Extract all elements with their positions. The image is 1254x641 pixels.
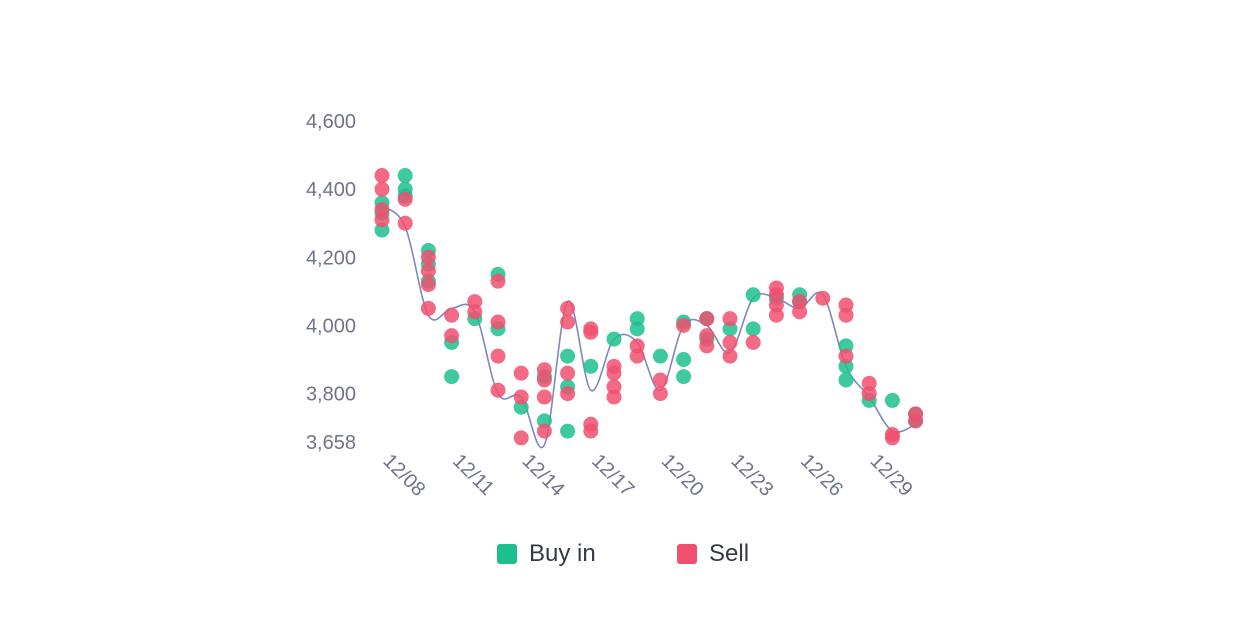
point-sell	[513, 389, 529, 405]
point-sell	[467, 304, 483, 320]
point-sell	[420, 300, 436, 316]
point-sell	[699, 311, 715, 327]
point-sell	[815, 290, 831, 306]
point-sell	[536, 389, 552, 405]
trend-line	[381, 205, 916, 449]
point-buy-in	[652, 348, 668, 364]
point-buy-in	[745, 287, 761, 303]
point-sell	[560, 300, 576, 316]
point-buy-in	[583, 358, 599, 374]
point-sell	[490, 382, 506, 398]
legend-label-buy-in: Buy in	[529, 540, 596, 567]
point-sell	[838, 307, 854, 323]
point-sell	[536, 423, 552, 439]
legend-label-sell: Sell	[709, 540, 750, 567]
point-sell	[513, 365, 529, 381]
point-sell	[722, 334, 738, 350]
point-sell	[583, 423, 599, 439]
legend-item-sell[interactable]: Sell	[677, 540, 749, 568]
x-tick-label: 12/23	[726, 450, 777, 501]
point-sell	[420, 263, 436, 279]
point-sell	[560, 314, 576, 330]
point-buy-in	[676, 352, 692, 368]
y-tick-label: 3,658	[306, 432, 356, 454]
point-sell	[792, 304, 808, 320]
x-tick-label: 12/08	[378, 450, 429, 501]
data-points	[374, 168, 924, 446]
point-sell	[629, 348, 645, 364]
point-buy-in	[560, 348, 576, 364]
point-buy-in	[397, 168, 413, 184]
point-sell	[420, 277, 436, 293]
point-buy-in	[676, 369, 692, 385]
y-tick-label: 3,800	[306, 384, 356, 406]
point-sell	[652, 386, 668, 402]
y-axis: 4,600 4,400 4,200 4,000 3,800 3,658	[306, 111, 356, 454]
point-sell	[583, 324, 599, 340]
point-sell	[699, 338, 715, 354]
point-sell	[397, 191, 413, 207]
x-tick-label: 12/26	[796, 450, 847, 501]
point-sell	[536, 372, 552, 388]
point-sell	[490, 273, 506, 289]
point-buy-in	[444, 369, 460, 385]
point-sell	[374, 212, 390, 228]
point-buy-in	[745, 321, 761, 337]
point-sell	[722, 311, 738, 327]
point-sell	[606, 365, 622, 381]
x-axis: 12/08 12/11 12/14 12/17 12/20 12/23 12/26 12/29	[378, 450, 916, 501]
point-sell	[374, 181, 390, 197]
y-tick-label: 4,200	[306, 247, 356, 269]
point-sell	[606, 389, 622, 405]
x-tick-label: 12/29	[866, 450, 917, 501]
point-sell	[560, 365, 576, 381]
point-sell	[374, 168, 390, 184]
point-sell	[768, 307, 784, 323]
point-sell	[652, 372, 668, 388]
point-sell	[513, 430, 529, 446]
y-tick-label: 4,000	[306, 315, 356, 337]
x-tick-label: 12/11	[448, 450, 498, 500]
point-sell	[884, 430, 900, 446]
point-sell	[490, 314, 506, 330]
point-sell	[444, 307, 460, 323]
point-buy-in	[838, 372, 854, 388]
y-tick-label: 4,400	[306, 179, 356, 201]
point-sell	[745, 334, 761, 350]
y-tick-label: 4,600	[306, 111, 356, 133]
legend-swatch-buy-in	[497, 544, 517, 564]
point-sell	[838, 348, 854, 364]
x-tick-label: 12/17	[587, 450, 638, 501]
point-sell	[444, 328, 460, 344]
legend-item-buy-in[interactable]: Buy in	[497, 540, 596, 568]
point-sell	[861, 386, 877, 402]
x-tick-label: 12/20	[657, 450, 708, 501]
point-sell	[397, 215, 413, 231]
legend: Buy in Sell	[0, 540, 1254, 574]
point-buy-in	[629, 321, 645, 337]
point-buy-in	[606, 331, 622, 347]
legend-swatch-sell	[677, 544, 697, 564]
point-sell	[420, 249, 436, 265]
point-buy-in	[884, 392, 900, 408]
point-sell	[560, 386, 576, 402]
point-sell	[490, 348, 506, 364]
point-sell	[676, 317, 692, 333]
x-tick-label: 12/14	[518, 450, 569, 501]
point-sell	[722, 348, 738, 364]
point-buy-in	[560, 423, 576, 439]
point-sell	[908, 413, 924, 429]
